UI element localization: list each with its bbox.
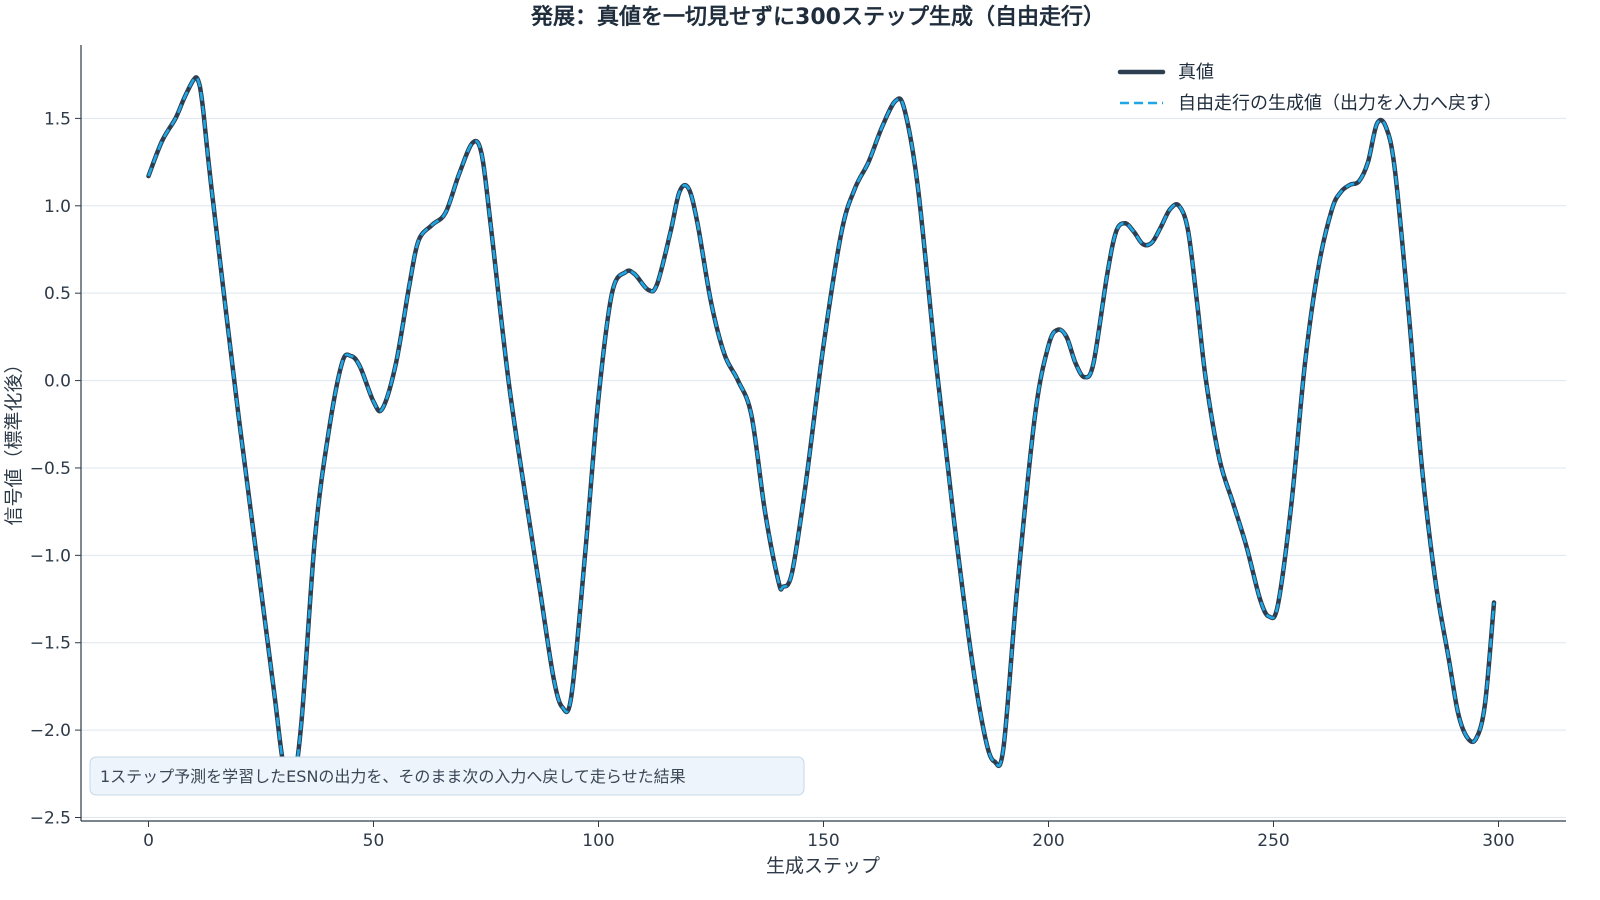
grid-lines bbox=[81, 117, 1566, 819]
x-tick-label: 50 bbox=[363, 831, 385, 851]
annotation-box: 1ステップ予測を学習したESNの出力を、そのまま次の入力へ戻して走らせた結果 bbox=[89, 756, 805, 796]
x-tick-label: 150 bbox=[807, 831, 839, 851]
y-tick-label: −2.0 bbox=[30, 721, 71, 741]
series-line-true bbox=[146, 75, 1497, 788]
series-lines bbox=[146, 75, 1497, 788]
x-tick-label: 200 bbox=[1032, 831, 1064, 851]
x-tick-label: 250 bbox=[1257, 831, 1289, 851]
y-tick-label: 1.0 bbox=[44, 197, 71, 217]
y-tick-label: −1.5 bbox=[30, 634, 71, 654]
legend-label-true: 真値 bbox=[1178, 62, 1214, 83]
x-tick-label: 0 bbox=[143, 831, 154, 851]
annotation-text: 1ステップ予測を学習したESNの出力を、そのまま次の入力へ戻して走らせた結果 bbox=[100, 767, 686, 786]
x-tick-label: 300 bbox=[1482, 831, 1514, 851]
legend-label-generated: 自由走行の生成値（出力を入力へ戻す） bbox=[1178, 93, 1502, 114]
y-axis-label: 信号値（標準化後） bbox=[3, 354, 25, 525]
y-tick-label: 1.5 bbox=[44, 109, 71, 129]
x-ticks: 0 50 100 150 200 250 300 bbox=[143, 821, 1515, 851]
y-tick-label: 0.0 bbox=[44, 372, 71, 392]
series-line-generated bbox=[147, 76, 1496, 787]
y-tick-label: −0.5 bbox=[30, 459, 71, 479]
y-ticks: 1.5 1.0 0.5 0.0 −0.5 −1.0 −1.5 −2.0 −2.5 bbox=[30, 109, 81, 829]
annotation-background bbox=[89, 756, 805, 796]
y-tick-label: −1.0 bbox=[30, 546, 71, 566]
y-tick-label: −2.5 bbox=[30, 809, 71, 829]
chart-title: 発展：真値を一切見せずに300ステップ生成（自由走行） bbox=[530, 4, 1105, 30]
y-tick-label: 0.5 bbox=[44, 284, 71, 304]
legend: 真値 自由走行の生成値（出力を入力へ戻す） bbox=[1117, 62, 1502, 114]
x-tick-label: 100 bbox=[582, 831, 614, 851]
x-axis-label: 生成ステップ bbox=[766, 855, 880, 877]
